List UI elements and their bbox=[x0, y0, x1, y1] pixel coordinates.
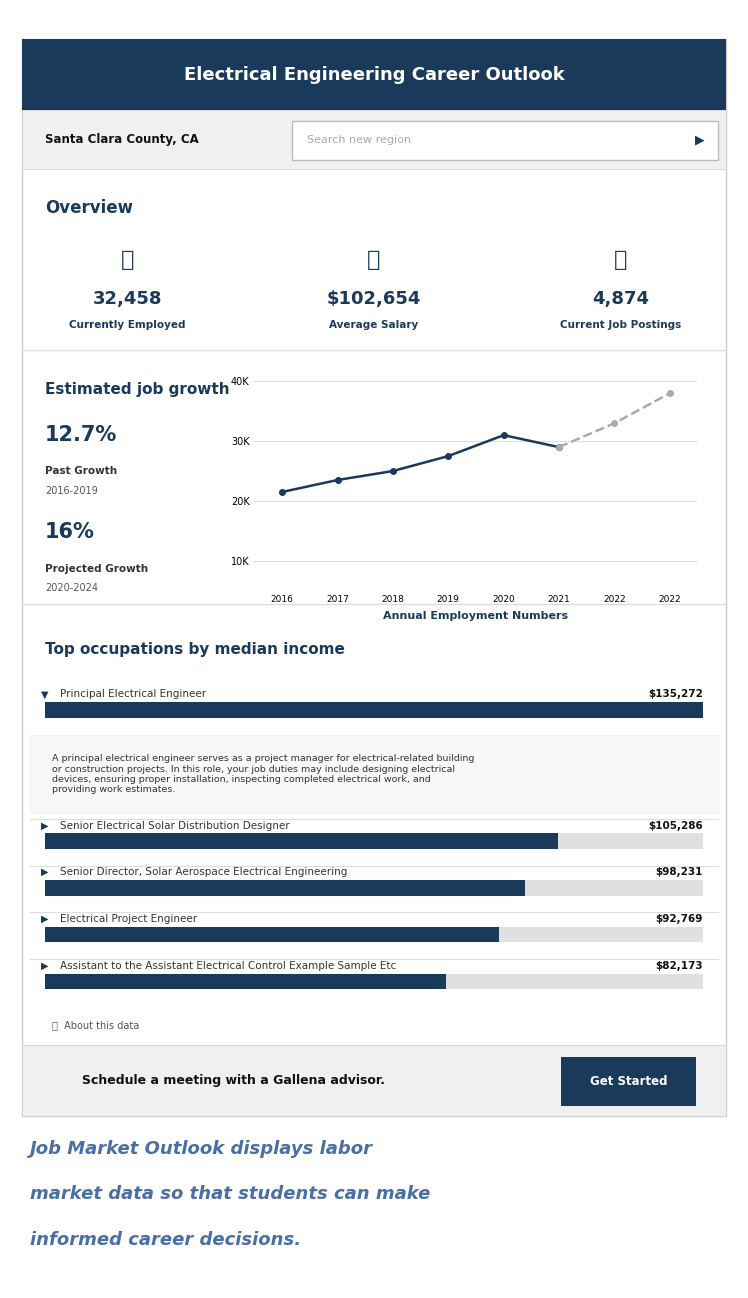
FancyBboxPatch shape bbox=[22, 39, 726, 110]
Text: 🗂: 🗂 bbox=[120, 249, 134, 270]
Text: 12.7%: 12.7% bbox=[45, 424, 117, 445]
X-axis label: Annual Employment Numbers: Annual Employment Numbers bbox=[384, 611, 568, 622]
Text: $105,286: $105,286 bbox=[649, 820, 703, 831]
Text: $82,173: $82,173 bbox=[655, 961, 703, 971]
Text: informed career decisions.: informed career decisions. bbox=[30, 1231, 301, 1249]
Text: $102,654: $102,654 bbox=[327, 289, 421, 308]
Text: $98,231: $98,231 bbox=[656, 867, 703, 877]
FancyBboxPatch shape bbox=[45, 880, 525, 896]
FancyBboxPatch shape bbox=[45, 974, 447, 989]
Text: Job Market Outlook displays labor: Job Market Outlook displays labor bbox=[30, 1140, 373, 1158]
Text: 👤: 👤 bbox=[614, 249, 628, 270]
FancyBboxPatch shape bbox=[45, 833, 558, 849]
Text: Projected Growth: Projected Growth bbox=[45, 563, 148, 574]
Text: Estimated job growth: Estimated job growth bbox=[45, 382, 230, 397]
Text: Santa Clara County, CA: Santa Clara County, CA bbox=[45, 132, 199, 147]
Text: Senior Director, Solar Aerospace Electrical Engineering: Senior Director, Solar Aerospace Electri… bbox=[60, 867, 347, 877]
Text: Overview: Overview bbox=[45, 199, 133, 217]
Text: 2020-2024: 2020-2024 bbox=[45, 583, 98, 593]
Text: ▶: ▶ bbox=[41, 867, 49, 877]
Text: Current Job Postings: Current Job Postings bbox=[560, 319, 681, 330]
Text: 4,874: 4,874 bbox=[592, 289, 649, 308]
FancyBboxPatch shape bbox=[45, 927, 703, 942]
Text: Past Growth: Past Growth bbox=[45, 466, 117, 476]
FancyBboxPatch shape bbox=[45, 833, 703, 849]
Text: 32,458: 32,458 bbox=[93, 289, 162, 308]
Text: Currently Employed: Currently Employed bbox=[69, 319, 186, 330]
FancyBboxPatch shape bbox=[292, 121, 718, 160]
Text: ▶: ▶ bbox=[41, 914, 49, 924]
FancyBboxPatch shape bbox=[45, 927, 499, 942]
Text: ⓘ  About this data: ⓘ About this data bbox=[52, 1020, 140, 1031]
Text: Get Started: Get Started bbox=[589, 1075, 667, 1088]
Text: ▶: ▶ bbox=[695, 134, 704, 147]
Text: market data so that students can make: market data so that students can make bbox=[30, 1185, 430, 1203]
Text: Assistant to the Assistant Electrical Control Example Sample Etc: Assistant to the Assistant Electrical Co… bbox=[60, 961, 396, 971]
FancyBboxPatch shape bbox=[30, 735, 718, 813]
Text: $135,272: $135,272 bbox=[649, 689, 703, 700]
FancyBboxPatch shape bbox=[561, 1057, 696, 1106]
Text: ▶: ▶ bbox=[41, 961, 49, 971]
Text: 16%: 16% bbox=[45, 522, 95, 543]
Text: Schedule a meeting with a Gallena advisor.: Schedule a meeting with a Gallena adviso… bbox=[82, 1073, 385, 1088]
Text: ▶: ▶ bbox=[41, 820, 49, 831]
Text: ▼: ▼ bbox=[41, 689, 49, 700]
Text: Top occupations by median income: Top occupations by median income bbox=[45, 641, 345, 657]
Text: Electrical Project Engineer: Electrical Project Engineer bbox=[60, 914, 197, 924]
FancyBboxPatch shape bbox=[22, 39, 726, 1116]
Text: Electrical Engineering Career Outlook: Electrical Engineering Career Outlook bbox=[183, 66, 565, 83]
Text: 2016-2019: 2016-2019 bbox=[45, 485, 98, 496]
FancyBboxPatch shape bbox=[45, 702, 703, 718]
Text: Senior Electrical Solar Distribution Designer: Senior Electrical Solar Distribution Des… bbox=[60, 820, 289, 831]
Text: A principal electrical engineer serves as a project manager for electrical-relat: A principal electrical engineer serves a… bbox=[52, 754, 475, 794]
FancyBboxPatch shape bbox=[22, 110, 726, 169]
Text: $92,769: $92,769 bbox=[656, 914, 703, 924]
FancyBboxPatch shape bbox=[45, 974, 703, 989]
Text: Average Salary: Average Salary bbox=[329, 319, 419, 330]
FancyBboxPatch shape bbox=[45, 880, 703, 896]
Text: Principal Electrical Engineer: Principal Electrical Engineer bbox=[60, 689, 206, 700]
FancyBboxPatch shape bbox=[45, 702, 703, 718]
Text: Search new region: Search new region bbox=[307, 135, 411, 145]
Text: 💲: 💲 bbox=[367, 249, 381, 270]
FancyBboxPatch shape bbox=[22, 1045, 726, 1116]
